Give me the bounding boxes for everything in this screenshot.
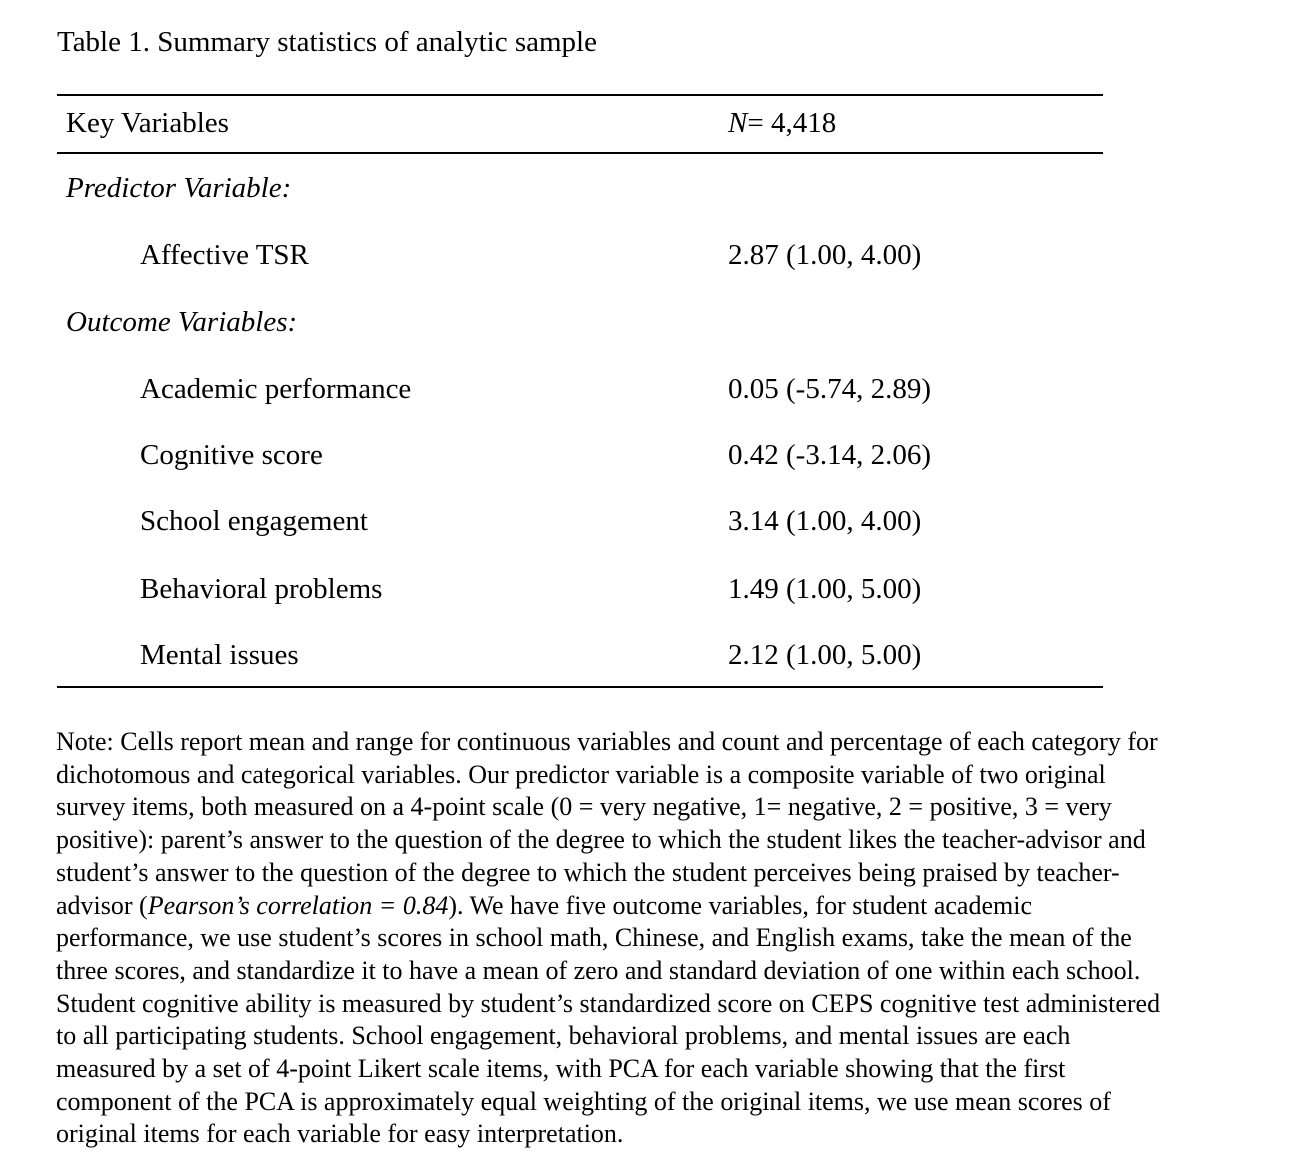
table-row: Mental issues 2.12 (1.00, 5.00) [57, 637, 1103, 673]
note-line: three scores, and standardize it to have… [56, 955, 1141, 985]
row-value: 3.14 (1.00, 4.00) [728, 505, 922, 537]
note-line: survey items, both measured on a 4-point… [56, 792, 1112, 822]
note-correlation: Pearson’s correlation = 0.84 [147, 890, 449, 920]
row-label: School engagement [140, 505, 368, 537]
table-row: Affective TSR 2.87 (1.00, 4.00) [57, 237, 1103, 273]
note-line: performance, we use student’s scores in … [56, 923, 1132, 953]
table-header-rule [57, 152, 1103, 154]
row-value: 1.49 (1.00, 5.00) [728, 573, 922, 605]
note-line: measured by a set of 4-point Likert scal… [56, 1054, 1066, 1084]
header-key-variables: Key Variables [66, 107, 229, 139]
row-value: 2.87 (1.00, 4.00) [728, 239, 922, 271]
header-n-symbol: N [728, 107, 748, 139]
table-row: School engagement 3.14 (1.00, 4.00) [57, 503, 1103, 539]
table-header-row: Key Variables N= 4,418 [57, 105, 1103, 141]
row-value: 2.12 (1.00, 5.00) [728, 639, 922, 671]
table-bottom-rule [57, 686, 1103, 688]
note-line: dichotomous and categorical variables. O… [56, 759, 1106, 789]
table-caption: Table 1. Summary statistics of analytic … [57, 26, 597, 58]
note-text: ). We have five outcome variables, for s… [448, 890, 1032, 920]
table-row: Behavioral problems 1.49 (1.00, 5.00) [57, 571, 1103, 607]
note-text: advisor ( [56, 890, 148, 920]
note-line: advisor (Pearson’s correlation = 0.84). … [56, 890, 1286, 923]
note-line: student’s answer to the question of the … [56, 857, 1120, 887]
row-label: Behavioral problems [140, 573, 383, 605]
note-line: Note: Cells report mean and range for co… [56, 727, 1158, 756]
row-label: Mental issues [140, 639, 299, 671]
row-value: 0.42 (-3.14, 2.06) [728, 439, 931, 471]
note-line: positive): parent’s answer to the questi… [56, 825, 1146, 855]
note-line: original items for each variable for eas… [56, 1119, 624, 1149]
table-row: Academic performance 0.05 (-5.74, 2.89) [57, 371, 1103, 407]
note-line: component of the PCA is approximately eq… [56, 1086, 1111, 1116]
note-line: to all participating students. School en… [56, 1021, 1071, 1051]
section-title-row: Predictor Variable: [57, 170, 1103, 206]
header-sample-size: N= 4,418 [728, 105, 836, 141]
note-line: Student cognitive ability is measured by… [56, 988, 1161, 1018]
row-label: Affective TSR [140, 239, 309, 271]
table-note: Note: Cells report mean and range for co… [56, 726, 1286, 1151]
section-title-predictor: Predictor Variable: [66, 172, 292, 204]
table-row: Cognitive score 0.42 (-3.14, 2.06) [57, 437, 1103, 473]
row-value: 0.05 (-5.74, 2.89) [728, 373, 931, 405]
section-title-outcome: Outcome Variables: [66, 306, 298, 338]
header-n-value: = 4,418 [747, 107, 837, 139]
section-title-row: Outcome Variables: [57, 304, 1103, 340]
row-label: Cognitive score [140, 439, 323, 471]
table-top-rule [57, 94, 1103, 96]
row-label: Academic performance [140, 373, 412, 405]
